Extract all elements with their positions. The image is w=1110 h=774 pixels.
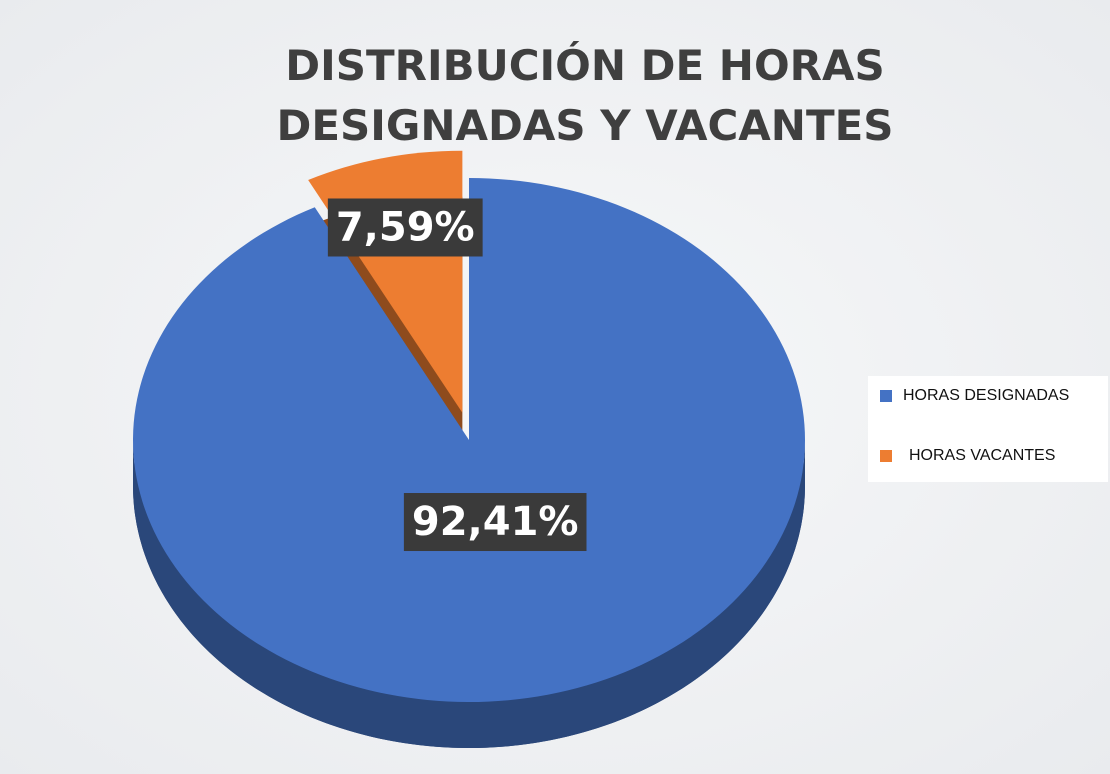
pie-slice-side <box>133 440 805 748</box>
legend-swatch <box>880 390 892 402</box>
chart-title: DISTRIBUCIÓN DE HORAS DESIGNADAS Y VACAN… <box>276 41 894 150</box>
pie-slice <box>133 178 805 702</box>
data-label-group: 7,59% <box>327 198 483 257</box>
data-label: 92,41% <box>412 499 579 545</box>
data-label-group: 92,41% <box>403 493 587 552</box>
data-label-box <box>327 198 483 257</box>
legend-box <box>868 376 1108 482</box>
data-label-box <box>403 493 587 552</box>
legend-label: HORAS VACANTES <box>909 447 1055 464</box>
legend-swatch <box>880 450 892 462</box>
data-label: 7,59% <box>336 204 475 250</box>
legend-label: HORAS DESIGNADAS <box>903 387 1069 404</box>
